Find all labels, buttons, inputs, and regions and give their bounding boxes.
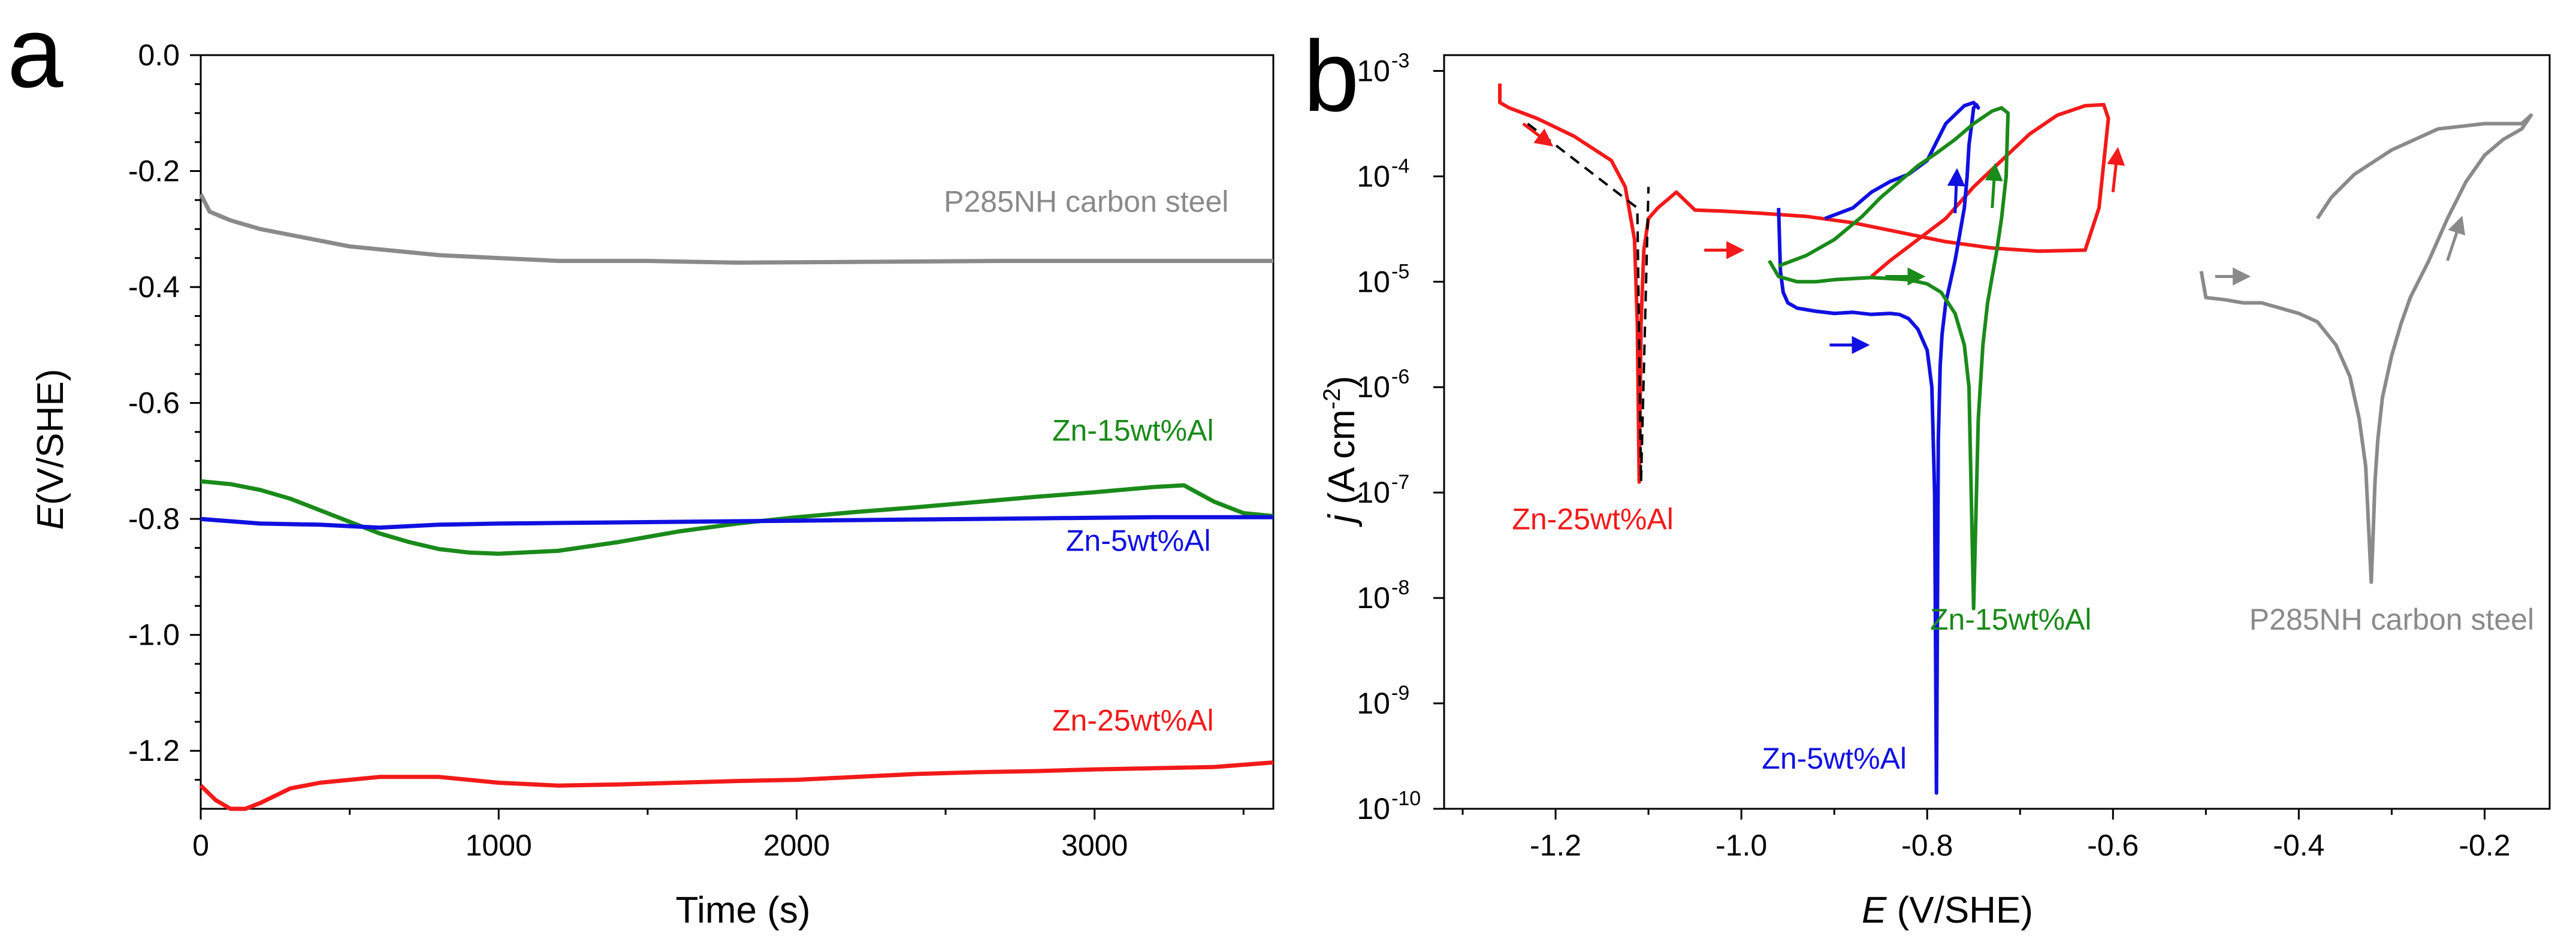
panel-b-ytick-exponent: -6: [1391, 365, 1409, 388]
panel-a-series-p285nh-carbon-steel: [198, 193, 1273, 265]
panel-b-ytick-label: 10: [1357, 265, 1390, 298]
panel-b-ylabel-sup: -2: [1319, 388, 1345, 410]
panel-b-ytick-label: 10: [1357, 54, 1390, 87]
panel-b-xlabel-italic: E: [1862, 890, 1887, 931]
panel-b-direction-arrow: [2446, 215, 2466, 261]
panel-b-label-zn-15wt-al: Zn-15wt%Al: [1930, 603, 2092, 636]
panel-b-series-zn-15wt-al: [1768, 106, 2010, 610]
panel-b-label-p285nh-carbon-steel: P285NH carbon steel: [2249, 603, 2534, 636]
panel-b-ytick-exponent: -7: [1391, 471, 1409, 494]
panel-b-ytick-exponent: -9: [1391, 682, 1409, 705]
panel-b-ytick-label: 10: [1357, 476, 1390, 509]
panel-b-ytick-label: 10: [1357, 370, 1390, 404]
panel-b-ytick-exponent: -5: [1391, 260, 1409, 283]
panel-b-series-zn-25wt-al-tafel-fit-dashed: [1527, 122, 1650, 483]
panel-b-label-zn-25wt-al: Zn-25wt%Al: [1512, 503, 1674, 536]
panel-a-ytick-label: 0.0: [138, 38, 180, 72]
panel-a-series-zn-15wt-al: [200, 479, 1274, 556]
panel-letter-b: b: [1303, 20, 1359, 132]
panel-b-ytick-label: 10: [1357, 792, 1390, 826]
panel-b-label-zn-5wt-al: Zn-5wt%Al: [1762, 742, 1907, 775]
panel-b-xtick-label: -1.0: [1716, 829, 1767, 862]
panel-a-xtick-label: 2000: [763, 829, 830, 862]
panel-b-series-zn-5wt-al: [1777, 101, 1980, 795]
panel-b-direction-arrow: [1522, 122, 1554, 147]
panel-a-ytick-label: -0.6: [128, 386, 180, 420]
panel-b-xlabel-rest: (V/SHE): [1886, 890, 2033, 931]
panel-a-ylabel: E(V/SHE): [30, 369, 71, 530]
panel-a-ytick-label: -1.2: [128, 734, 180, 767]
panel-a-plot: 0 1000 2000 3000 0.0 -0.2 -0.4 -0.6 -0.8 -1.0 -1.2…: [128, 38, 1275, 862]
panel-letter-a: a: [7, 0, 64, 108]
panel-b-ytick-exponent: -4: [1391, 155, 1409, 177]
panel-a-xtick-label: 1000: [466, 829, 532, 862]
panel-b-ylabel-italic: j: [1321, 513, 1363, 527]
panel-a-ytick-label: -0.2: [128, 155, 180, 188]
panel-a-ytick-label: -0.4: [128, 270, 180, 304]
panel-a-ytick-label: -1.0: [128, 618, 180, 652]
panel-a-ylabel-italic: E: [30, 504, 71, 530]
panel-a-xtick-label: 3000: [1061, 829, 1128, 862]
panel-b-xtick-label: -0.2: [2459, 829, 2510, 862]
panel-b-frame: [1443, 54, 2551, 810]
panel-a-xtick-label: 0: [192, 829, 209, 862]
panel-b-xtick-label: -0.6: [2087, 829, 2139, 862]
panel-b-xlabel: E (V/SHE): [1862, 890, 2033, 931]
panel-b-ylabel: j (A cm-2): [1319, 376, 1363, 527]
panel-b-xtick-label: -1.2: [1530, 829, 1581, 862]
panel-b-ytick-exponent: -10: [1391, 787, 1421, 810]
panel-b-xtick-label: -0.8: [1901, 829, 1953, 862]
panel-b-direction-arrow: [1947, 168, 1965, 214]
panel-b-ytick-exponent: -3: [1391, 49, 1409, 72]
panel-b-ylabel-rest: (A cm: [1321, 409, 1363, 515]
panel-a-series-zn-25wt-al: [199, 760, 1274, 811]
panel-b-series-zn-25wt-al: [1498, 83, 2110, 484]
panel-b-ytick-exponent: -8: [1391, 576, 1409, 599]
panel-b-ytick-label: 10: [1357, 581, 1390, 615]
panel-b-ylabel-close: ): [1321, 376, 1363, 388]
panel-a-label-zn-25wt-al: Zn-25wt%Al: [1052, 703, 1214, 737]
panel-a-ytick-label: -0.8: [128, 502, 180, 536]
panel-b-direction-arrow: [1985, 162, 2003, 208]
panel-a-ylabel-rest: (V/SHE): [30, 369, 71, 505]
panel-b-xtick-label: -0.4: [2273, 829, 2324, 862]
panel-b-ytick-label: 10: [1357, 159, 1390, 193]
panel-a-label-zn-15wt-al: Zn-15wt%Al: [1052, 414, 1214, 448]
panel-a-label-zn-5wt-al: Zn-5wt%Al: [1066, 524, 1211, 557]
panel-a-series-zn-5wt-al: [200, 515, 1273, 530]
panel-a-label-p285nh-carbon-steel: P285NH carbon steel: [944, 185, 1228, 218]
panel-a-xlabel: Time (s): [676, 890, 811, 931]
panel-b-ytick-label: 10: [1357, 687, 1390, 720]
panel-b-series-p285nh-carbon-steel: [2199, 113, 2533, 584]
panel-b-direction-arrow: [2107, 147, 2125, 193]
